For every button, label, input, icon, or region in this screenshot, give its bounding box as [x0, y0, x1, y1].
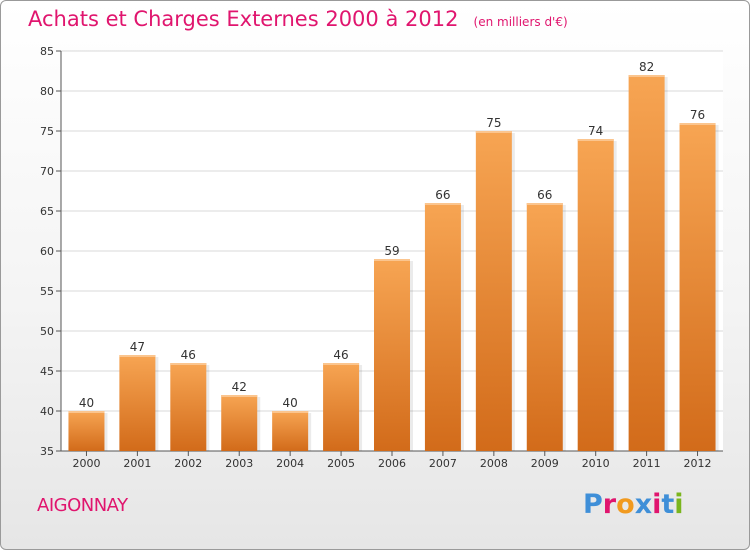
bar [119, 355, 156, 451]
bar-highlight [475, 131, 512, 133]
y-tick-label: 50 [40, 325, 54, 338]
x-tick-label: 2008 [480, 457, 508, 470]
data-label: 46 [181, 348, 196, 362]
x-tick-label: 2001 [123, 457, 151, 470]
title-row: Achats et Charges Externes 2000 à 2012 (… [28, 7, 568, 31]
x-tick-label: 2005 [327, 457, 355, 470]
chart-title: Achats et Charges Externes 2000 à 2012 [28, 7, 459, 31]
logo-letter: i [674, 489, 684, 520]
bar [272, 411, 309, 451]
y-tick-label: 40 [40, 405, 54, 418]
data-label: 75 [486, 116, 501, 130]
bar-highlight [424, 203, 461, 205]
bar [577, 139, 614, 451]
logo-letter: i [652, 489, 662, 520]
y-tick-label: 60 [40, 245, 54, 258]
bar-highlight [170, 363, 207, 365]
x-tick-label: 2006 [378, 457, 406, 470]
bar-highlight [526, 203, 563, 205]
bar-highlight [323, 363, 360, 365]
bar [526, 203, 563, 451]
data-label: 59 [384, 244, 399, 258]
bar [374, 259, 410, 451]
x-tick-label: 2010 [582, 457, 610, 470]
x-tick-label: 2002 [174, 457, 202, 470]
bar-highlight [272, 411, 309, 413]
data-label: 40 [283, 396, 298, 410]
bar [679, 123, 716, 451]
bar [221, 395, 258, 451]
y-tick-label: 80 [40, 85, 54, 98]
bar-highlight [577, 139, 614, 141]
data-label: 47 [130, 340, 145, 354]
bar [475, 131, 512, 451]
logo-letter: t [661, 489, 675, 520]
bar-highlight [628, 75, 665, 77]
bar-highlight [221, 395, 258, 397]
data-label: 74 [588, 124, 603, 138]
y-tick-label: 70 [40, 165, 54, 178]
x-tick-label: 2012 [684, 457, 712, 470]
bar-highlight [68, 411, 105, 413]
x-tick-label: 2007 [429, 457, 457, 470]
commune-name: AIGONNAY [37, 495, 128, 516]
data-label: 40 [79, 396, 94, 410]
logo-letter: x [634, 489, 653, 520]
chart-subtitle: (en milliers d'€) [473, 15, 568, 29]
y-tick-label: 75 [40, 125, 54, 138]
bar [424, 203, 461, 451]
x-tick-label: 2009 [531, 457, 559, 470]
y-tick-label: 85 [40, 45, 54, 58]
y-tick-label: 45 [40, 365, 54, 378]
data-label: 46 [333, 348, 348, 362]
logo-letter: o [616, 489, 635, 520]
bar [170, 363, 207, 451]
proxiti-logo: Proxiti [583, 489, 684, 520]
y-tick-label: 65 [40, 205, 54, 218]
logo-letter: P [583, 489, 603, 520]
data-label: 66 [537, 188, 552, 202]
x-tick-label: 2004 [276, 457, 304, 470]
data-label: 42 [232, 380, 247, 394]
data-label: 82 [639, 60, 654, 74]
data-label: 76 [690, 108, 705, 122]
bar [628, 75, 665, 451]
data-label: 66 [435, 188, 450, 202]
bar-highlight [679, 123, 716, 125]
x-tick-label: 2000 [72, 457, 100, 470]
bar [323, 363, 360, 451]
y-tick-label: 55 [40, 285, 54, 298]
logo-letter: r [602, 489, 617, 520]
bar [68, 411, 105, 451]
bar-highlight [374, 259, 410, 261]
y-tick-label: 35 [40, 445, 54, 458]
x-tick-label: 2011 [633, 457, 661, 470]
bar-highlight [119, 355, 156, 357]
x-tick-label: 2003 [225, 457, 253, 470]
